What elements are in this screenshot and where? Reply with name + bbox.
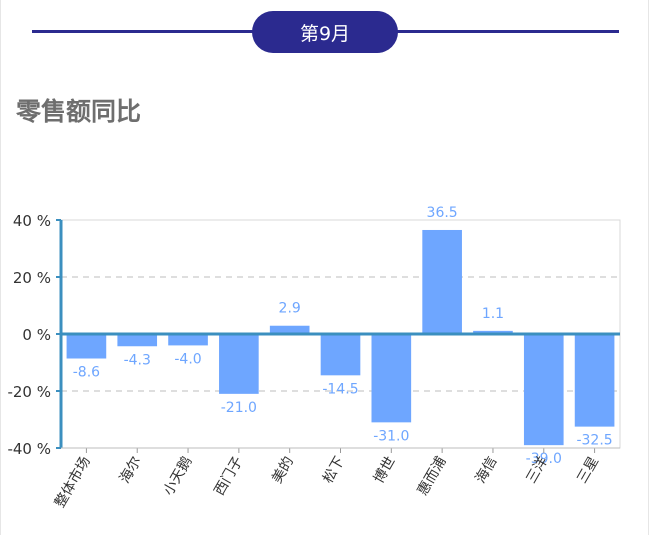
data-label: -32.5 xyxy=(576,433,612,449)
data-label: -39.0 xyxy=(526,451,562,467)
bar xyxy=(523,334,564,446)
x-tick-label: 美的 xyxy=(269,454,297,486)
bar xyxy=(371,334,412,423)
data-label: -14.5 xyxy=(322,381,358,397)
data-label: -31.0 xyxy=(373,428,409,444)
y-tick-label: 0 % xyxy=(22,326,51,344)
bar xyxy=(269,325,310,334)
y-tick-label: -20 % xyxy=(7,383,51,401)
chart-title: 零售额同比 xyxy=(16,97,142,126)
x-tick-label: 整体市场 xyxy=(51,454,94,511)
bar xyxy=(219,334,259,394)
x-tick-label: 小天鹅 xyxy=(160,454,196,499)
bar xyxy=(422,229,462,334)
bar xyxy=(473,330,513,334)
y-tick-label: -40 % xyxy=(7,440,51,458)
x-tick-label: 海信 xyxy=(473,454,501,486)
x-tick-label: 西门子 xyxy=(211,454,246,498)
month-badge[interactable]: 第9月 xyxy=(252,11,398,53)
data-label: 2.9 xyxy=(279,301,301,317)
y-tick-label: 40 % xyxy=(13,212,51,230)
data-label: 36.5 xyxy=(427,205,458,221)
x-tick-label: 三星 xyxy=(574,454,602,486)
x-tick-label: 松下 xyxy=(320,454,348,486)
x-tick-label: 博世 xyxy=(370,454,399,487)
x-tick-label: 惠而浦 xyxy=(415,454,450,498)
data-label: -4.3 xyxy=(124,352,151,368)
y-tick-label: 20 % xyxy=(13,269,51,287)
bar xyxy=(320,334,361,376)
bar xyxy=(117,334,158,347)
x-tick-label: 海尔 xyxy=(117,454,145,486)
data-label: -8.6 xyxy=(73,365,100,381)
header-divider-right xyxy=(392,30,619,33)
data-label: -4.0 xyxy=(174,351,201,367)
bar xyxy=(574,334,615,427)
bar xyxy=(66,334,107,359)
bar xyxy=(168,334,208,346)
data-label: 1.1 xyxy=(482,306,504,322)
data-label: -21.0 xyxy=(221,400,257,416)
header-divider-left xyxy=(32,30,257,33)
